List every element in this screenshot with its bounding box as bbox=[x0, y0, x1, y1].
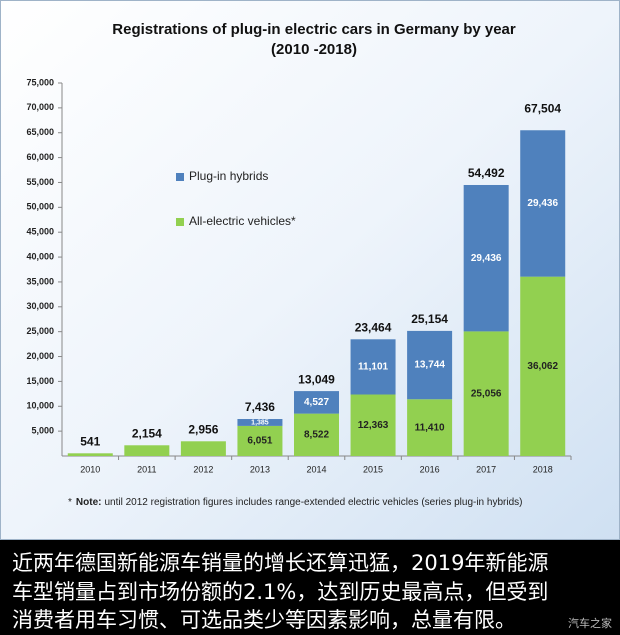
value-label: 25,056 bbox=[471, 388, 502, 399]
bar-segment bbox=[294, 391, 339, 414]
value-label: 13,744 bbox=[414, 360, 445, 371]
bar-segment bbox=[294, 413, 339, 456]
legend-swatch bbox=[176, 173, 184, 181]
legend-label: All-electric vehicles* bbox=[189, 214, 296, 228]
legend-label: Plug-in hybrids bbox=[189, 169, 268, 183]
y-tick-label: 40,000 bbox=[26, 251, 54, 261]
bar-segment bbox=[520, 276, 566, 456]
chart-subtitle: (2010 -2018) bbox=[271, 41, 357, 58]
bar-segment bbox=[237, 419, 283, 426]
caption-line: 消费者用车习惯、可选品类少等因素影响，总量有限。 bbox=[12, 608, 516, 632]
bar-segment bbox=[463, 184, 509, 332]
y-tick-label: 75,000 bbox=[26, 77, 54, 87]
bar-segment bbox=[180, 441, 226, 456]
value-label: 12,363 bbox=[358, 420, 389, 431]
total-label: 54,492 bbox=[468, 166, 505, 180]
chart: Registrations of plug-in electric cars i… bbox=[0, 0, 620, 540]
bar-segment bbox=[520, 130, 566, 277]
x-tick-label: 2016 bbox=[420, 464, 440, 474]
total-label: 2,956 bbox=[188, 422, 218, 436]
total-label: 25,154 bbox=[411, 312, 448, 326]
y-tick-label: 15,000 bbox=[26, 376, 54, 386]
y-tick-label: 35,000 bbox=[26, 276, 54, 286]
y-tick-label: 60,000 bbox=[26, 152, 54, 162]
bar-segment bbox=[407, 399, 453, 456]
x-tick-label: 2013 bbox=[250, 464, 270, 474]
bar-segment bbox=[350, 394, 396, 456]
total-label: 67,504 bbox=[524, 101, 561, 115]
value-label: 11,410 bbox=[415, 422, 445, 433]
value-label: 8,522 bbox=[304, 429, 329, 440]
y-tick-label: 50,000 bbox=[26, 202, 54, 212]
total-label: 13,049 bbox=[298, 372, 335, 386]
y-tick-label: 55,000 bbox=[26, 177, 54, 187]
y-tick-label: 30,000 bbox=[26, 301, 54, 311]
total-label: 23,464 bbox=[355, 320, 392, 334]
caption-line: 近两年德国新能源车销量的增长还算迅猛，2019年新能源 bbox=[12, 551, 549, 575]
legend-swatch bbox=[176, 218, 184, 226]
bar-segment bbox=[124, 445, 170, 456]
value-label: 4,527 bbox=[304, 397, 329, 408]
y-tick-label: 25,000 bbox=[26, 326, 54, 336]
value-label: 6,051 bbox=[247, 436, 272, 447]
footnote-text: until 2012 registration figures includes… bbox=[104, 497, 522, 508]
caption-panel: 近两年德国新能源车销量的增长还算迅猛，2019年新能源 车型销量占到市场份额的2… bbox=[0, 540, 620, 635]
bar-segment bbox=[67, 453, 113, 456]
bar-segment bbox=[237, 425, 283, 456]
y-tick-label: 10,000 bbox=[26, 401, 54, 411]
value-label: 1,385 bbox=[251, 419, 269, 426]
x-tick-label: 2011 bbox=[137, 464, 156, 474]
x-tick-label: 2010 bbox=[80, 464, 100, 474]
y-tick-label: 45,000 bbox=[26, 227, 54, 237]
caption-line: 车型销量占到市场份额的2.1%，达到历史最高点，但受到 bbox=[12, 580, 549, 604]
bar-segment bbox=[350, 339, 396, 395]
footnote-label: Note: bbox=[76, 497, 102, 508]
total-label: 2,154 bbox=[132, 426, 162, 440]
x-tick-label: 2018 bbox=[533, 464, 553, 474]
value-label: 29,436 bbox=[471, 253, 502, 264]
footnote-prefix: * bbox=[68, 497, 72, 508]
value-label: 36,062 bbox=[527, 361, 558, 372]
x-tick-label: 2014 bbox=[306, 464, 326, 474]
chart-title: Registrations of plug-in electric cars i… bbox=[112, 21, 516, 38]
value-label: 11,101 bbox=[358, 362, 388, 373]
y-tick-label: 20,000 bbox=[26, 351, 54, 361]
bar-segment bbox=[407, 330, 453, 400]
y-tick-label: 5,000 bbox=[31, 426, 54, 436]
x-tick-label: 2012 bbox=[193, 464, 213, 474]
y-tick-label: 65,000 bbox=[26, 127, 54, 137]
value-label: 29,436 bbox=[527, 198, 558, 209]
x-tick-label: 2015 bbox=[363, 464, 383, 474]
y-tick-label: 70,000 bbox=[26, 102, 54, 112]
total-label: 541 bbox=[80, 434, 100, 448]
bar-segment bbox=[463, 331, 509, 456]
footnote: * Note: until 2012 registration figures in… bbox=[68, 497, 522, 508]
total-label: 7,436 bbox=[245, 400, 275, 414]
watermark: 汽车之家 bbox=[568, 617, 612, 630]
x-tick-label: 2017 bbox=[476, 464, 496, 474]
